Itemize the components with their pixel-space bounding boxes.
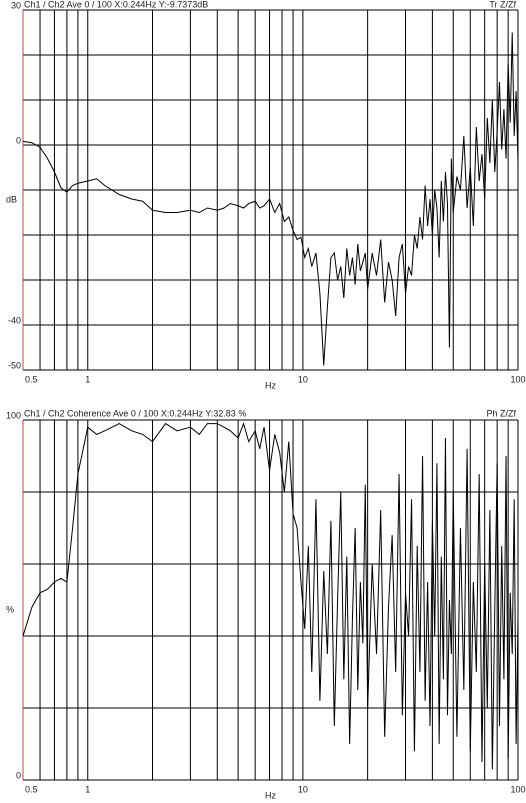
y-tick-label: 100 (6, 410, 21, 420)
x-tick-label: 0.5 (25, 374, 38, 384)
x-tick-label: 1 (85, 784, 90, 794)
y-tick-label: 30 (11, 0, 21, 10)
x-tick-label: 10 (298, 374, 308, 384)
x-tick-label: 1 (85, 374, 90, 384)
x-axis-label: Hz (265, 790, 276, 800)
y-tick-label: 0 (16, 135, 21, 145)
x-tick-label: 10 (298, 784, 308, 794)
panel-title: Ch1 / Ch2 Ave 0 / 100 X:0.244Hz Y:-9.737… (24, 0, 208, 9)
y-axis-label: dB (6, 194, 17, 204)
trace-label: Ph Z/Zf (486, 408, 516, 418)
y-tick-label: -50 (8, 360, 21, 370)
x-tick-label: 100 (510, 784, 525, 794)
x-tick-label: 0.5 (25, 784, 38, 794)
y-tick-label: 0 (16, 770, 21, 780)
y-axis-label: % (6, 604, 14, 614)
y-tick-label: -40 (8, 315, 21, 325)
trace (22, 422, 519, 770)
x-tick-label: 100 (510, 374, 525, 384)
trace-label: Tr Z/Zf (489, 0, 516, 9)
x-axis-label: Hz (265, 380, 276, 390)
trace (22, 32, 519, 366)
panel-title: Ch1 / Ch2 Coherence Ave 0 / 100 X:0.244H… (24, 408, 246, 418)
